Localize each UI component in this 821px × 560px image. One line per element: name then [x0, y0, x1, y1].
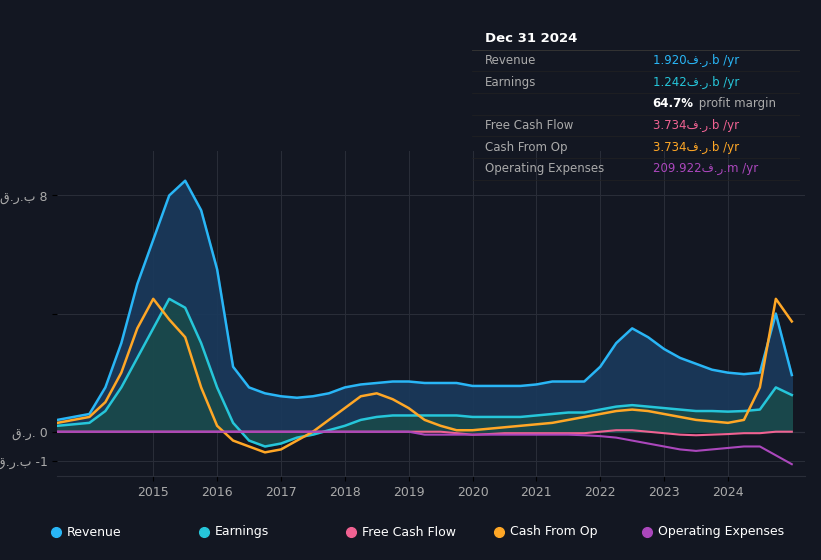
Text: 209.922ف.ر.m /yr: 209.922ف.ر.m /yr [653, 162, 758, 175]
Text: 64.7%: 64.7% [653, 97, 694, 110]
Text: 3.734ف.ر.b /yr: 3.734ف.ر.b /yr [653, 141, 739, 153]
Text: Operating Expenses: Operating Expenses [485, 162, 604, 175]
Text: Free Cash Flow: Free Cash Flow [363, 525, 456, 539]
Text: Operating Expenses: Operating Expenses [658, 525, 784, 539]
Text: profit margin: profit margin [695, 97, 777, 110]
Text: 1.242ف.ر.b /yr: 1.242ف.ر.b /yr [653, 76, 739, 88]
Text: Revenue: Revenue [485, 54, 537, 67]
Text: Cash From Op: Cash From Op [511, 525, 598, 539]
Text: 1.920ف.ر.b /yr: 1.920ف.ر.b /yr [653, 54, 739, 67]
Text: Cash From Op: Cash From Op [485, 141, 567, 153]
Text: Free Cash Flow: Free Cash Flow [485, 119, 574, 132]
Text: Dec 31 2024: Dec 31 2024 [485, 32, 578, 45]
Text: Revenue: Revenue [67, 525, 122, 539]
Text: 3.734ف.ر.b /yr: 3.734ف.ر.b /yr [653, 119, 739, 132]
Text: Earnings: Earnings [215, 525, 269, 539]
Text: Earnings: Earnings [485, 76, 537, 88]
